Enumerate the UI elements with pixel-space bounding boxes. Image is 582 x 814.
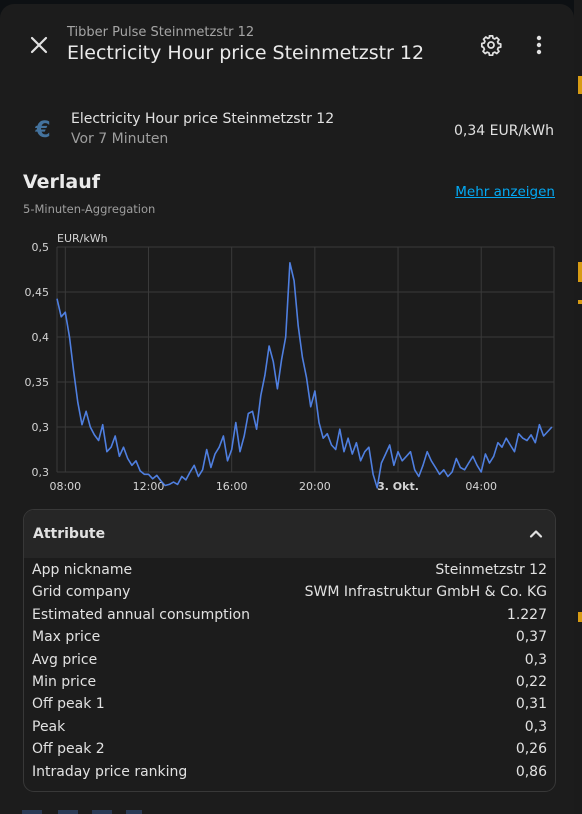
attributes-list: App nickname Steinmetzstr 12 Grid company S… [32, 562, 547, 786]
close-icon [30, 36, 48, 54]
attribute-value: 0,3 [524, 718, 547, 735]
y-axis-label: EUR/kWh [57, 232, 108, 245]
attribute-label: Off peak 1 [32, 696, 105, 713]
entity-name: Electricity Hour price Steinmetzstr 12 [71, 111, 335, 127]
attribute-label: Max price [32, 629, 101, 646]
close-button[interactable] [24, 30, 54, 60]
overflow-menu-button[interactable] [528, 32, 550, 58]
euro-icon: € [35, 118, 51, 143]
attribute-row: Max price 0,37 [32, 629, 547, 651]
x-tick-label: 16:00 [216, 480, 248, 493]
entity-state-value: 0,34 EUR/kWh [454, 123, 554, 139]
attribute-value: 0,22 [515, 673, 547, 690]
attribute-row: Off peak 1 0,31 [32, 696, 547, 718]
attribute-value: 0,86 [515, 763, 547, 780]
attribute-value: Steinmetzstr 12 [435, 562, 547, 578]
y-tick-label: 0,3 [32, 421, 50, 434]
attribute-value: 0,37 [515, 629, 547, 646]
attribute-row: Grid company SWM Infrastruktur GmbH & Co.… [32, 584, 547, 606]
x-tick-label: 12:00 [133, 480, 165, 493]
edge-accent [578, 76, 582, 94]
attribute-row: Estimated annual consumption 1.227 [32, 607, 547, 629]
y-tick-label: 0,45 [25, 286, 50, 299]
edge-accent [578, 612, 582, 622]
attributes-panel: Attribute App nickname Steinmetzstr 12 Gri… [23, 509, 556, 792]
dialog-subtitle: Tibber Pulse Steinmetzstr 12 [67, 25, 255, 40]
settings-button[interactable] [478, 32, 504, 58]
attributes-header[interactable]: Attribute [24, 510, 555, 558]
gear-icon [480, 34, 502, 56]
history-chart[interactable]: 0,5 0,45 0,4 0,35 0,3 0,3 08:00 12:00 16:00 20:0… [0, 228, 574, 498]
more-info-dialog: Tibber Pulse Steinmetzstr 12 Electricity… [0, 4, 574, 814]
chevron-up-icon [529, 530, 543, 538]
x-tick-label: 3. Okt. [377, 480, 419, 493]
attribute-label: Intraday price ranking [32, 763, 188, 780]
edge-accent [578, 300, 582, 304]
attributes-title: Attribute [33, 526, 106, 542]
attribute-row: Peak 0,3 [32, 719, 547, 741]
attribute-label: Off peak 2 [32, 741, 105, 758]
history-title: Verlauf [23, 171, 101, 193]
x-tick-label: 20:00 [299, 480, 331, 493]
history-aggregation: 5-Minuten-Aggregation [23, 202, 156, 216]
background-edge [92, 810, 112, 814]
y-tick-label: 0,35 [25, 376, 50, 389]
attribute-row: Avg price 0,3 [32, 652, 547, 674]
attribute-value: 0,3 [524, 651, 547, 668]
attribute-row: Min price 0,22 [32, 674, 547, 696]
background-edge [126, 810, 142, 814]
attribute-value: 0,31 [515, 696, 547, 713]
background-edge [22, 810, 42, 814]
show-more-link[interactable]: Mehr anzeigen [455, 184, 555, 200]
y-tick-label: 0,4 [32, 331, 50, 344]
x-tick-label: 08:00 [49, 480, 81, 493]
dialog-title: Electricity Hour price Steinmetzstr 12 [67, 42, 425, 64]
attribute-label: Grid company [32, 584, 131, 601]
attribute-label: Estimated annual consumption [32, 606, 250, 623]
attribute-row: Intraday price ranking 0,86 [32, 764, 547, 786]
attribute-label: Peak [32, 718, 66, 735]
background-edge [58, 810, 78, 814]
attribute-value: 1.227 [506, 606, 547, 623]
attribute-label: Avg price [32, 651, 98, 668]
y-tick-label: 0,3 [32, 466, 50, 479]
edge-accent [578, 262, 582, 282]
more-vertical-icon [536, 35, 542, 55]
attribute-row: App nickname Steinmetzstr 12 [32, 562, 547, 584]
background-edge [574, 0, 582, 814]
series-line [56, 262, 553, 489]
attribute-row: Off peak 2 0,26 [32, 741, 547, 763]
x-tick-label: 04:00 [465, 480, 497, 493]
attribute-value: SWM Infrastruktur GmbH & Co. KG [304, 584, 547, 601]
attribute-label: Min price [32, 673, 97, 690]
entity-last-changed: Vor 7 Minuten [71, 131, 169, 147]
attribute-value: 0,26 [515, 741, 547, 758]
attribute-label: App nickname [32, 562, 133, 578]
y-tick-label: 0,5 [32, 241, 50, 254]
